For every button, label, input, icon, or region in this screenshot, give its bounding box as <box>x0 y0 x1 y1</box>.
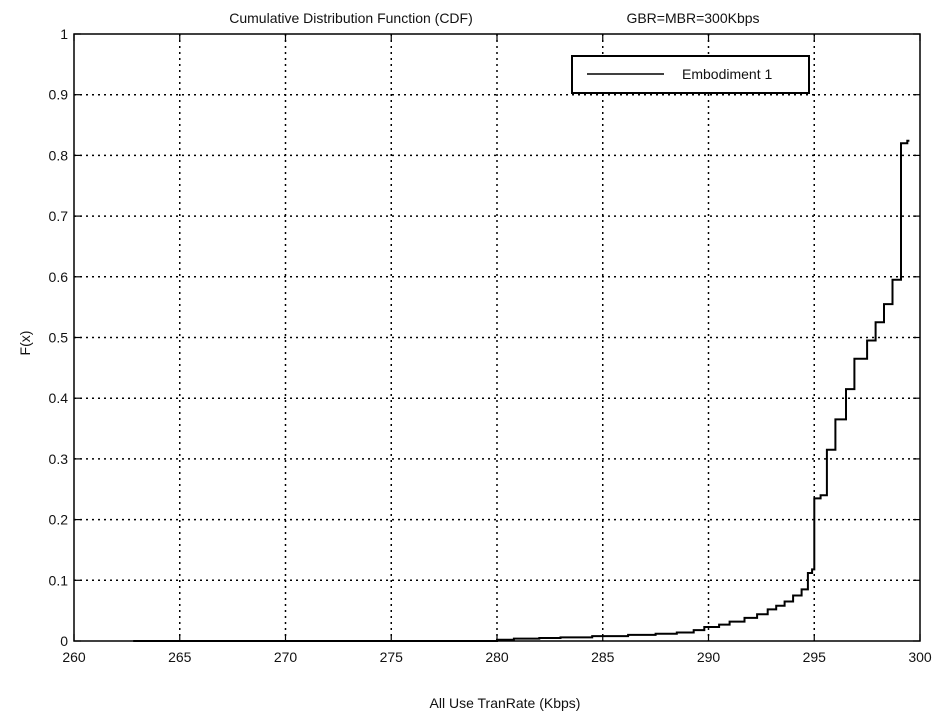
y-tick-label: 0.5 <box>49 330 69 346</box>
y-tick-label: 0.1 <box>49 572 69 588</box>
x-tick-label: 280 <box>485 649 509 665</box>
y-tick-label: 0.4 <box>49 390 69 406</box>
y-tick-label: 0.3 <box>49 451 69 467</box>
y-axis-label: F(x) <box>17 331 33 356</box>
y-tick-label: 0.6 <box>49 269 69 285</box>
y-tick-label: 0.9 <box>49 87 69 103</box>
grid-lines <box>74 34 920 641</box>
x-tick-label: 265 <box>168 649 192 665</box>
x-tick-label: 270 <box>274 649 298 665</box>
y-tick-label: 0 <box>60 633 68 649</box>
y-tick-label: 0.7 <box>49 208 69 224</box>
x-tick-label: 295 <box>803 649 827 665</box>
legend: Embodiment 1 <box>571 55 810 94</box>
cdf-series-line <box>133 139 910 642</box>
y-tick-label: 0.2 <box>49 512 69 528</box>
x-axis-label: All Use TranRate (Kbps) <box>430 695 581 711</box>
chart-title: Cumulative Distribution Function (CDF) <box>229 10 473 26</box>
y-tick-label: 1 <box>60 26 68 42</box>
x-tick-label: 275 <box>380 649 404 665</box>
x-tick-label: 300 <box>908 649 932 665</box>
chart-subtitle: GBR=MBR=300Kbps <box>626 10 759 26</box>
x-tick-label: 260 <box>62 649 86 665</box>
x-axis-ticks: 260 265 270 275 280 285 290 295 300 <box>62 34 932 665</box>
y-tick-label: 0.8 <box>49 147 69 163</box>
x-tick-label: 290 <box>697 649 721 665</box>
plot-frame <box>73 33 921 642</box>
x-tick-label: 285 <box>591 649 615 665</box>
legend-label: Embodiment 1 <box>682 66 772 82</box>
y-axis-ticks: 0 0.1 0.2 0.3 0.4 0.5 0.6 0.7 0.8 0.9 1 <box>49 26 920 649</box>
